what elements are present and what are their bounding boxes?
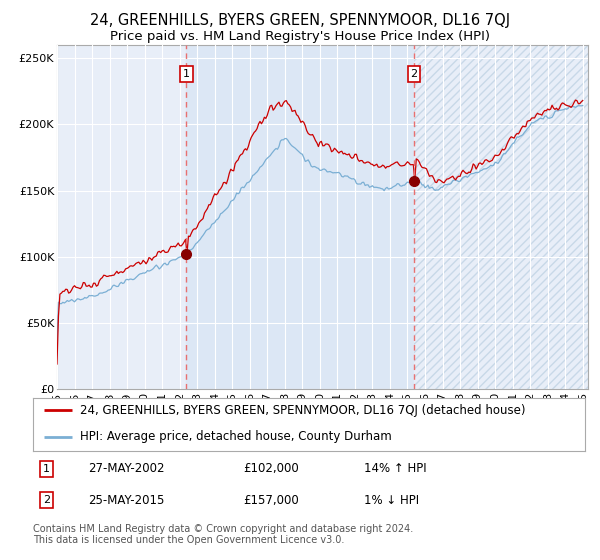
Text: HPI: Average price, detached house, County Durham: HPI: Average price, detached house, Coun…: [80, 431, 392, 444]
Text: 24, GREENHILLS, BYERS GREEN, SPENNYMOOR, DL16 7QJ (detached house): 24, GREENHILLS, BYERS GREEN, SPENNYMOOR,…: [80, 404, 526, 417]
Text: 25-MAY-2015: 25-MAY-2015: [88, 493, 164, 507]
Text: 2: 2: [43, 495, 50, 505]
Text: Price paid vs. HM Land Registry's House Price Index (HPI): Price paid vs. HM Land Registry's House …: [110, 30, 490, 44]
Text: 27-MAY-2002: 27-MAY-2002: [88, 462, 164, 475]
Text: 14% ↑ HPI: 14% ↑ HPI: [364, 462, 427, 475]
Bar: [414, 45, 592, 389]
Text: 2: 2: [410, 69, 418, 79]
Text: 1% ↓ HPI: 1% ↓ HPI: [364, 493, 419, 507]
Text: 1: 1: [43, 464, 50, 474]
Text: Contains HM Land Registry data © Crown copyright and database right 2024.
This d: Contains HM Land Registry data © Crown c…: [33, 524, 413, 545]
Text: £102,000: £102,000: [243, 462, 299, 475]
Text: 24, GREENHILLS, BYERS GREEN, SPENNYMOOR, DL16 7QJ: 24, GREENHILLS, BYERS GREEN, SPENNYMOOR,…: [90, 13, 510, 28]
Text: £157,000: £157,000: [243, 493, 299, 507]
Bar: [414, 45, 592, 389]
Text: 1: 1: [183, 69, 190, 79]
Bar: [187, 45, 414, 389]
